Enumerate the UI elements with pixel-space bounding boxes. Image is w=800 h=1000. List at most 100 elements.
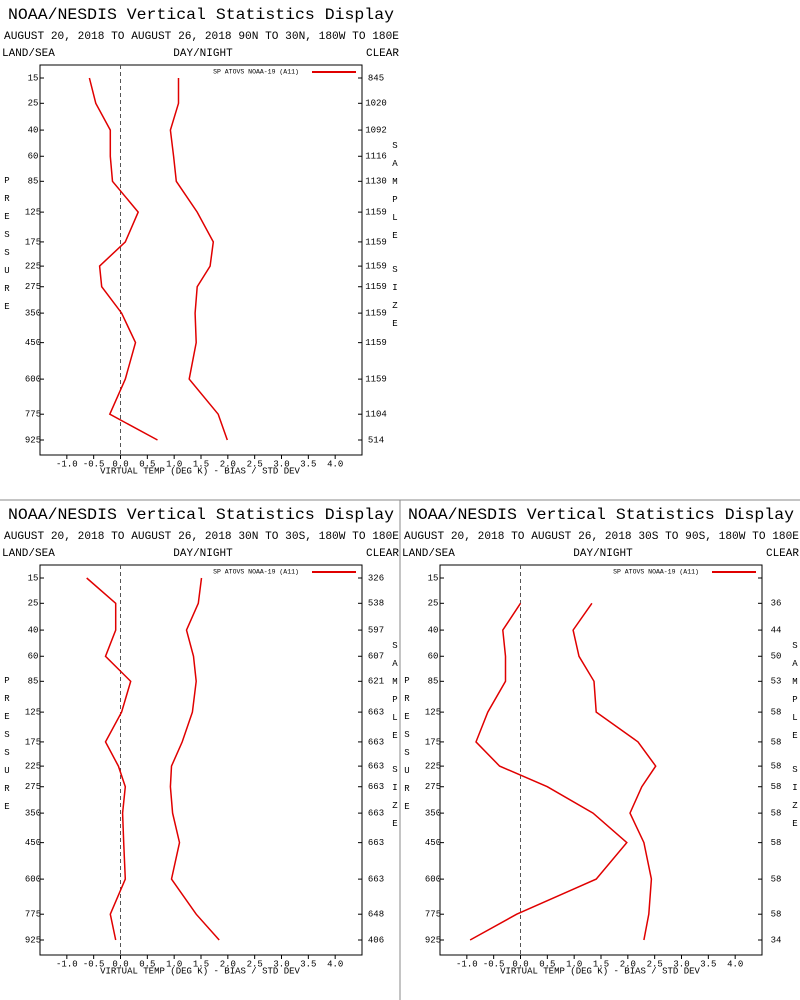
x-tick-label: 3.0 xyxy=(673,959,689,969)
sample-size: 58 xyxy=(771,910,782,920)
chart-title: NOAA/NESDIS Vertical Statistics Display xyxy=(408,506,794,524)
x-tick-label: 1.5 xyxy=(593,959,609,969)
x-tick-label: -0.5 xyxy=(483,959,505,969)
top-label: CLEAR xyxy=(366,548,399,560)
sample-size: 607 xyxy=(368,652,384,662)
sample-size: 1159 xyxy=(365,237,387,247)
x-axis-label: VIRTUAL TEMP (DEG K) - BIAS / STD DEV xyxy=(100,966,300,976)
sample-size: 58 xyxy=(771,808,782,818)
pressure-label: 25 xyxy=(428,599,439,609)
pressure-label: 40 xyxy=(28,125,39,135)
pressure-label: 25 xyxy=(28,99,39,109)
pressure-label: 775 xyxy=(425,910,441,920)
sample-size: 621 xyxy=(368,677,384,687)
sample-size: 36 xyxy=(771,599,782,609)
sample-size: 1020 xyxy=(365,99,387,109)
sample-size: 1159 xyxy=(365,374,387,384)
pressure-label: 15 xyxy=(28,573,39,583)
x-tick-label: 2.0 xyxy=(620,959,636,969)
x-tick-label: 3.0 xyxy=(273,459,289,469)
pressure-label: 125 xyxy=(25,707,41,717)
sample-size: 58 xyxy=(771,737,782,747)
pressure-label: 350 xyxy=(25,308,41,318)
x-tick-label: 0.5 xyxy=(539,959,555,969)
legend-label: SP ATOVS NOAA-19 (A11) xyxy=(613,569,699,576)
sample-size: 50 xyxy=(771,652,782,662)
sample-size: 648 xyxy=(368,910,384,920)
sample-size: 514 xyxy=(368,435,384,445)
legend-label: SP ATOVS NOAA-19 (A11) xyxy=(213,569,299,576)
x-tick-label: 2.0 xyxy=(220,459,236,469)
x-tick-label: 2.5 xyxy=(647,959,663,969)
sample-size: 845 xyxy=(368,73,384,83)
chart-subtitle: AUGUST 20, 2018 TO AUGUST 26, 2018 30S T… xyxy=(404,531,799,543)
pressure-label: 15 xyxy=(28,73,39,83)
x-tick-label: 0.0 xyxy=(112,959,128,969)
pressure-label: 85 xyxy=(28,177,39,187)
top-label: CLEAR xyxy=(366,48,399,60)
sample-size: 58 xyxy=(771,874,782,884)
sample-size: 1092 xyxy=(365,125,387,135)
pressure-label: 925 xyxy=(425,935,441,945)
x-tick-label: 1.5 xyxy=(193,959,209,969)
sample-size: 663 xyxy=(368,874,384,884)
legend-label: SP ATOVS NOAA-19 (A11) xyxy=(213,69,299,76)
x-tick-label: 2.0 xyxy=(220,959,236,969)
pressure-label: 175 xyxy=(425,737,441,747)
pressure-label: 775 xyxy=(25,410,41,420)
pressure-label: 600 xyxy=(425,874,441,884)
std-dev-line xyxy=(169,78,229,441)
sample-size: 58 xyxy=(771,782,782,792)
pressure-label: 450 xyxy=(425,838,441,848)
x-tick-label: -0.5 xyxy=(83,459,105,469)
x-tick-label: 0.0 xyxy=(112,459,128,469)
x-tick-label: 4.0 xyxy=(327,459,343,469)
top-label: CLEAR xyxy=(766,548,799,560)
chart-title: NOAA/NESDIS Vertical Statistics Display xyxy=(8,6,394,24)
pressure-label: 175 xyxy=(25,737,41,747)
x-tick-label: 1.0 xyxy=(566,959,582,969)
pressure-label: 15 xyxy=(428,573,439,583)
sample-size: 58 xyxy=(771,707,782,717)
sample-size: 326 xyxy=(368,573,384,583)
chart-title: NOAA/NESDIS Vertical Statistics Display xyxy=(8,506,394,524)
pressure-label: 450 xyxy=(25,838,41,848)
sample-size: 58 xyxy=(771,761,782,771)
sample-size: 663 xyxy=(368,707,384,717)
x-tick-label: 3.5 xyxy=(300,959,316,969)
sample-size: 44 xyxy=(771,625,782,635)
sample-size: 1159 xyxy=(365,282,387,292)
pressure-label: 85 xyxy=(428,677,439,687)
sample-size: 663 xyxy=(368,737,384,747)
x-tick-label: 3.0 xyxy=(273,959,289,969)
x-tick-label: 4.0 xyxy=(727,959,743,969)
pressure-label: 225 xyxy=(25,761,41,771)
x-tick-label: -1.0 xyxy=(456,959,478,969)
sample-size: 663 xyxy=(368,808,384,818)
sample-size: 1130 xyxy=(365,177,387,187)
sample-size: 406 xyxy=(368,935,384,945)
x-tick-label: 2.5 xyxy=(247,459,263,469)
sample-size: 597 xyxy=(368,625,384,635)
pressure-label: 85 xyxy=(28,677,39,687)
top-label: DAY/NIGHT xyxy=(573,548,633,560)
top-label: DAY/NIGHT xyxy=(173,548,233,560)
pressure-label: 25 xyxy=(28,599,39,609)
std-dev-line xyxy=(572,602,657,941)
pressure-label: 60 xyxy=(28,152,39,162)
x-tick-label: 0.0 xyxy=(512,959,528,969)
chart-subtitle: AUGUST 20, 2018 TO AUGUST 26, 2018 90N T… xyxy=(4,31,399,43)
sample-size: 1159 xyxy=(365,261,387,271)
pressure-label: 60 xyxy=(428,652,439,662)
sample-size: 1159 xyxy=(365,207,387,217)
pressure-label: 450 xyxy=(25,338,41,348)
sample-size: 538 xyxy=(368,599,384,609)
pressure-label: 925 xyxy=(25,935,41,945)
pressure-label: 125 xyxy=(25,207,41,217)
top-label: LAND/SEA xyxy=(2,548,55,560)
sample-size: 58 xyxy=(771,838,782,848)
pressure-label: 275 xyxy=(425,782,441,792)
